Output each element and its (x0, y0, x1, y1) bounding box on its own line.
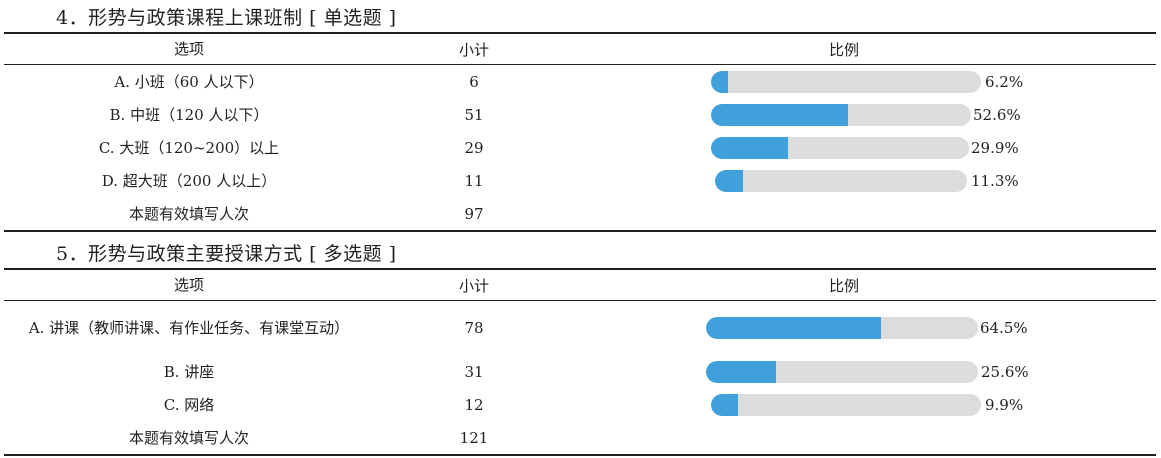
option-count: 11 (464, 171, 484, 190)
header-option: 选项 (173, 276, 204, 294)
question-5: 5．形势与政策主要授课方式 [ 多选题 ] 选项 小计 比例 A. 讲课（教师讲… (4, 240, 1156, 456)
option-count: 78 (464, 319, 484, 337)
ratio-bar (715, 169, 967, 192)
question-5-title: 5．形势与政策主要授课方式 [ 多选题 ] (56, 243, 397, 265)
ratio-bar (706, 360, 978, 383)
table-row: B. 讲座 31 25.6% (4, 355, 1156, 388)
option-label: A. 小班（60 人以下） (114, 72, 264, 91)
ratio-bar (711, 393, 981, 416)
option-label: C. 网络 (163, 395, 215, 414)
total-label: 本题有效填写人次 (128, 204, 249, 223)
ratio-bar (711, 103, 971, 126)
table-row-total: 本题有效填写人次 121 (4, 421, 1156, 454)
option-count: 51 (464, 105, 484, 124)
header-ratio: 比例 (828, 276, 859, 295)
table-row-total: 本题有效填写人次 97 (4, 197, 1156, 230)
table-row: D. 超大班（200 人以上） 11 11.3% (4, 164, 1156, 197)
header-ratio: 比例 (828, 40, 859, 59)
ratio-percent: 9.9% (985, 395, 1024, 414)
total-count: 97 (464, 204, 484, 223)
header-count: 小计 (458, 276, 489, 295)
ratio-bar (706, 317, 978, 339)
question-4: 4．形势与政策课程上课班制 [ 单选题 ] 选项 小计 比例 A. 小班（60 … (4, 4, 1156, 232)
ratio-bar (711, 136, 969, 159)
table-bottom-rule (4, 454, 1156, 456)
option-count: 12 (464, 395, 484, 414)
ratio-bar-fill (711, 70, 728, 93)
table-row: C. 网络 12 9.9% (4, 388, 1156, 421)
option-count: 31 (464, 362, 484, 381)
option-label: A. 讲课（教师讲课、有作业任务、有课堂互动） (28, 319, 350, 337)
ratio-bar-fill (711, 136, 789, 159)
option-label: B. 中班（120 人以下） (109, 105, 269, 124)
ratio-percent: 11.3% (971, 171, 1019, 190)
table-top-rule (4, 32, 1156, 34)
table-row: B. 中班（120 人以下） 51 52.6% (4, 98, 1156, 131)
table-row: A. 小班（60 人以下） 6 6.2% (4, 65, 1156, 98)
ratio-bar-fill (706, 360, 776, 383)
total-count: 121 (459, 428, 489, 447)
option-label: B. 讲座 (163, 362, 215, 381)
table-header: 选项 小计 比例 (4, 270, 1156, 300)
ratio-percent: 29.9% (971, 138, 1019, 157)
ratio-percent: 6.2% (985, 72, 1024, 91)
ratio-bar-fill (706, 317, 882, 339)
header-count: 小计 (458, 40, 489, 59)
header-option: 选项 (173, 40, 204, 58)
ratio-percent: 64.5% (980, 319, 1028, 337)
table-row: A. 讲课（教师讲课、有作业任务、有课堂互动） 78 64.5% (4, 301, 1156, 355)
option-label: D. 超大班（200 人以上） (101, 171, 277, 190)
option-count: 29 (464, 138, 484, 157)
ratio-percent: 25.6% (981, 362, 1029, 381)
question-4-title: 4．形势与政策课程上课班制 [ 单选题 ] (56, 7, 397, 29)
ratio-bar-fill (711, 103, 848, 126)
total-label: 本题有效填写人次 (128, 428, 249, 447)
ratio-percent: 52.6% (973, 105, 1021, 124)
table-header: 选项 小计 比例 (4, 34, 1156, 64)
ratio-bar (711, 70, 981, 93)
ratio-bar-fill (711, 393, 738, 416)
table-top-rule (4, 268, 1156, 270)
table-row: C. 大班（120~200）以上 29 29.9% (4, 131, 1156, 164)
ratio-bar-fill (715, 169, 744, 192)
table-bottom-rule (4, 230, 1156, 232)
option-count: 6 (469, 72, 479, 91)
header-rule (4, 300, 1156, 301)
header-rule (4, 64, 1156, 65)
option-label: C. 大班（120~200）以上 (98, 138, 280, 157)
